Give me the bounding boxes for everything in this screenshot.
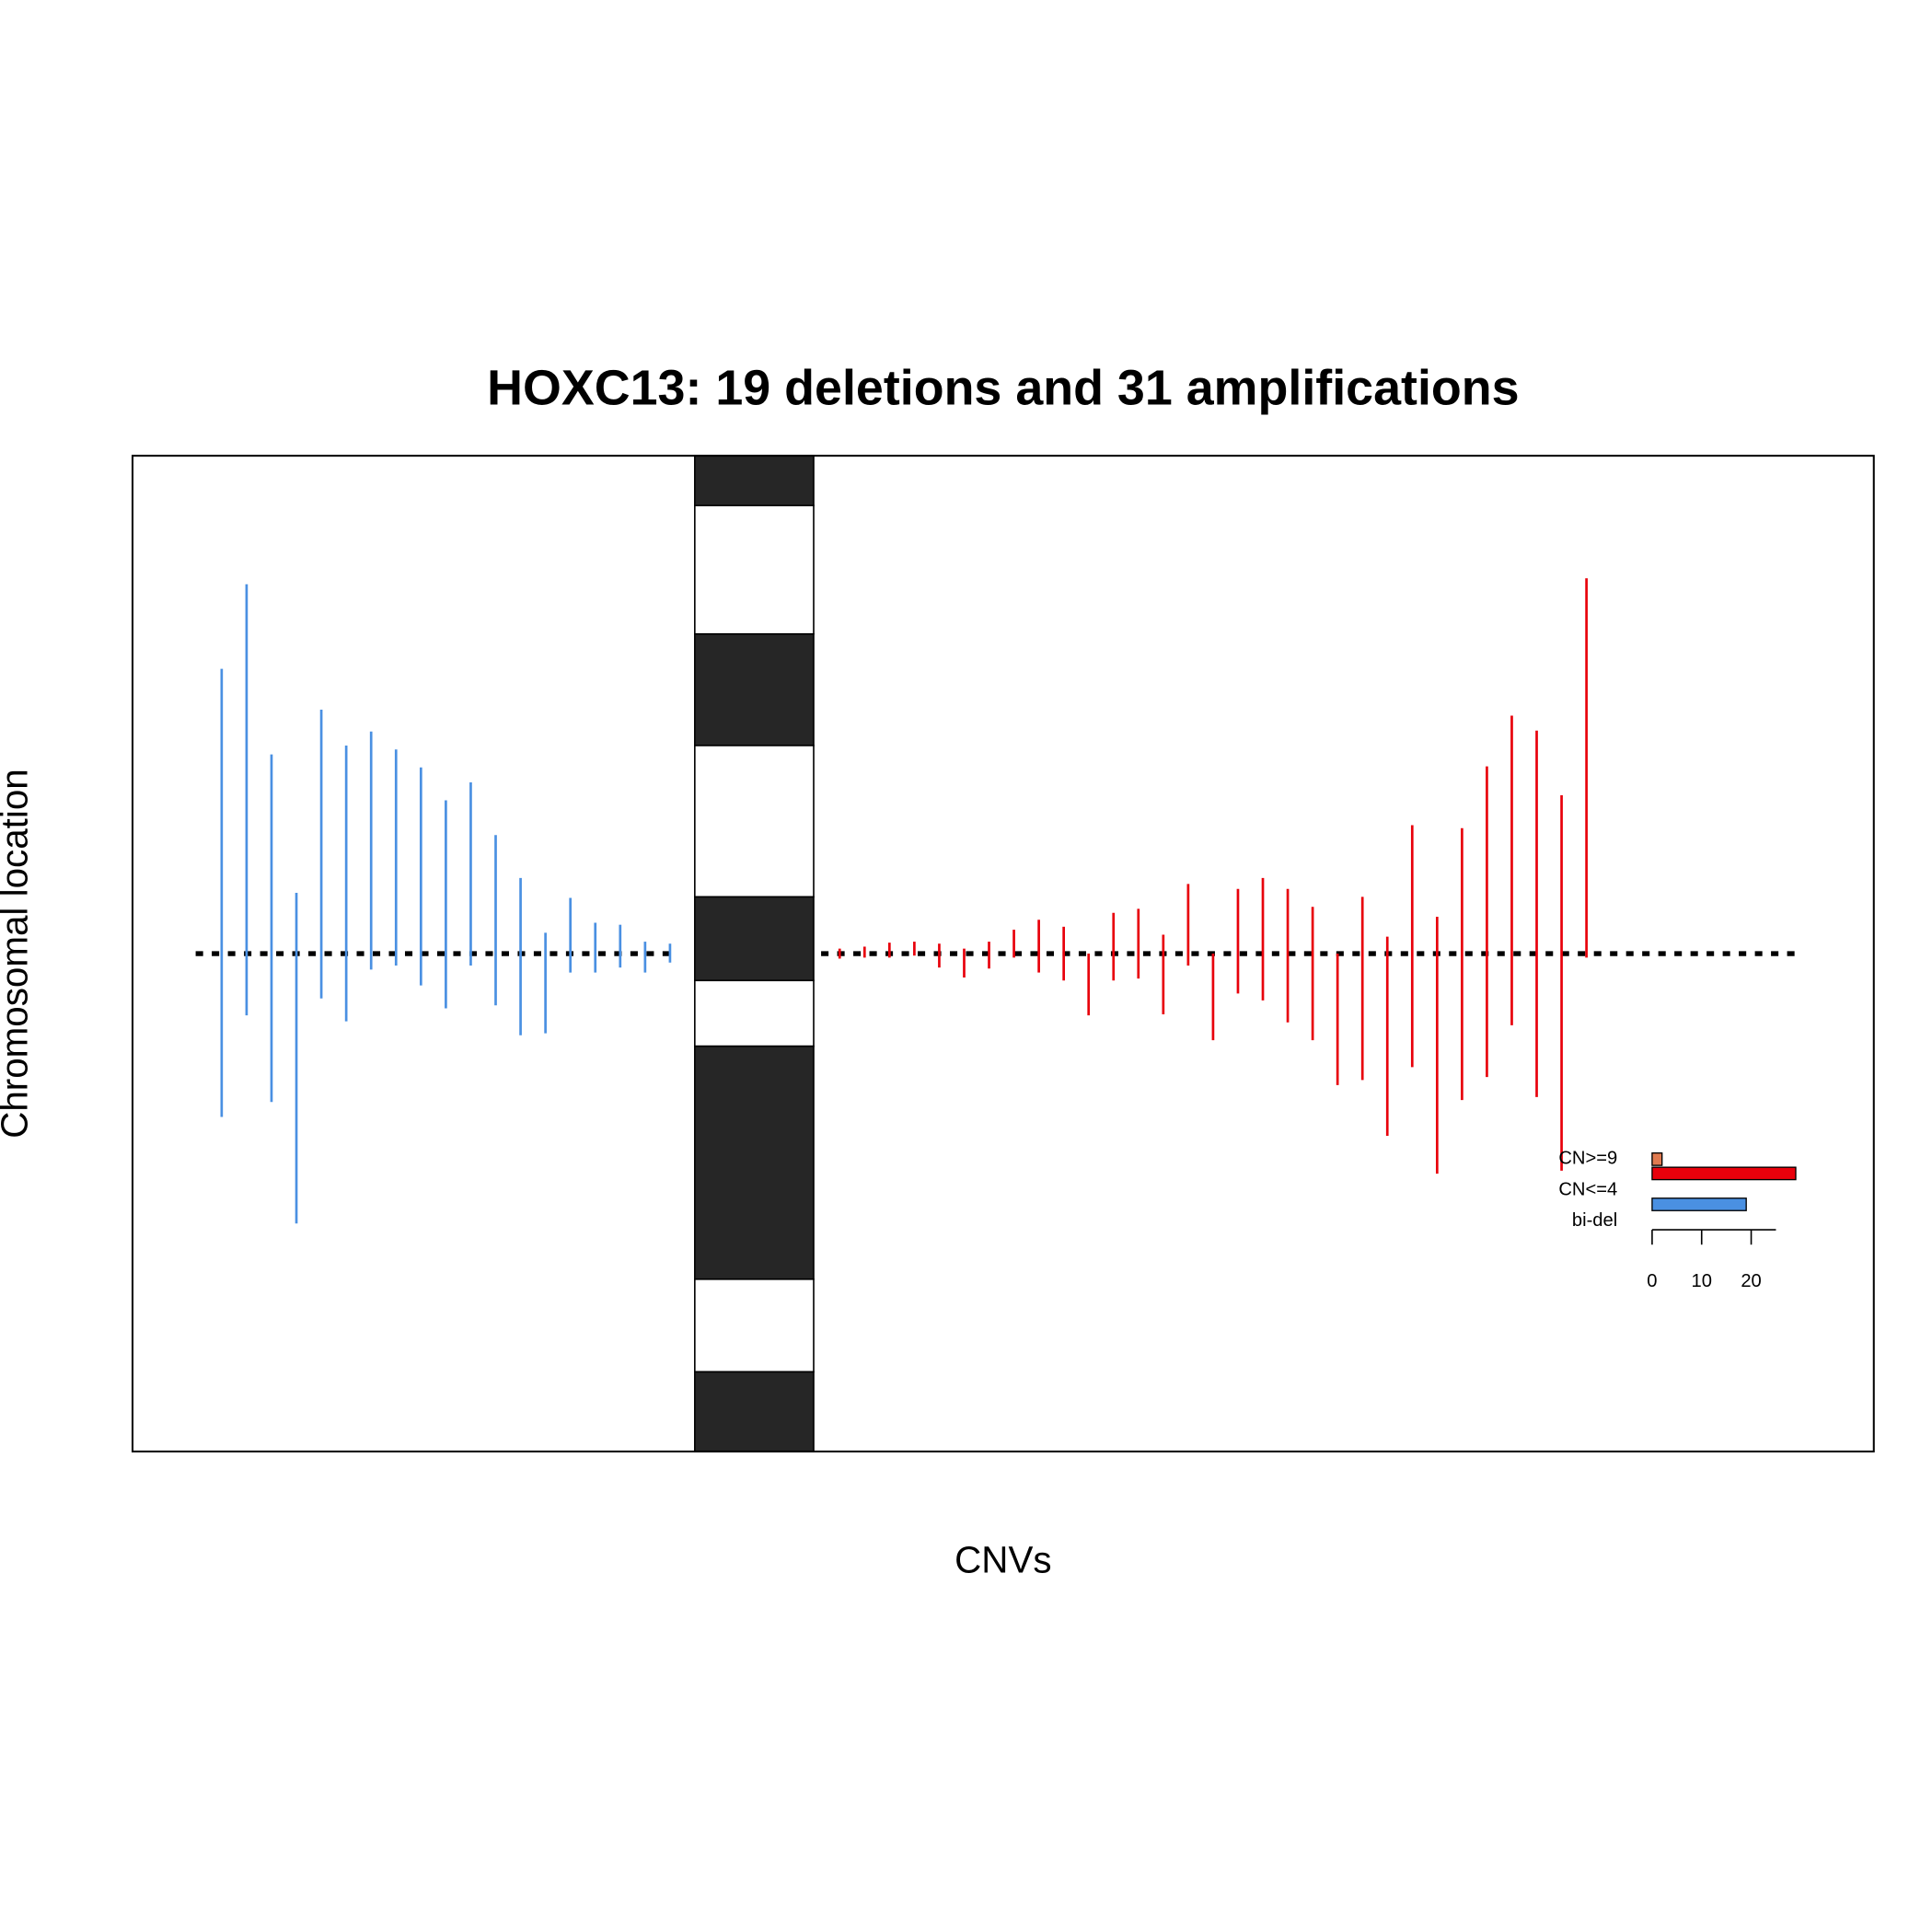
chromosome-band [694,455,815,507]
inset-tick-label: 10 [1692,1271,1712,1291]
chromosome-band [694,504,815,635]
chromosome-band [694,896,815,982]
chromosome-band [694,745,815,898]
chromosome-band [694,979,815,1047]
chromosome-band [694,1045,815,1280]
chromosome-band [694,1278,815,1373]
chromosome-band [694,632,815,746]
y-axis-label: Chromosomal location [0,769,35,1139]
inset-category-label: CN>=9 [1558,1149,1617,1169]
chromosome-band [694,1371,815,1452]
x-axis-label: CNVs [954,1539,1051,1581]
inset-bar [1651,1151,1663,1166]
inset-tick-label: 0 [1647,1271,1657,1291]
inset-category-label: bi-del [1572,1210,1617,1231]
chart-title: HOXC13: 19 deletions and 31 amplificatio… [487,360,1519,415]
inset-tick-label: 20 [1741,1271,1761,1291]
inset-bar [1651,1166,1797,1181]
inset-bar [1651,1197,1747,1211]
inset-category-label: CN<=4 [1558,1179,1617,1199]
plot-frame [131,455,1875,1452]
